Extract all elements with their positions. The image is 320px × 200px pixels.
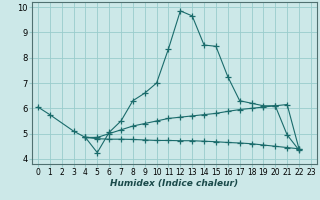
X-axis label: Humidex (Indice chaleur): Humidex (Indice chaleur) bbox=[110, 179, 238, 188]
